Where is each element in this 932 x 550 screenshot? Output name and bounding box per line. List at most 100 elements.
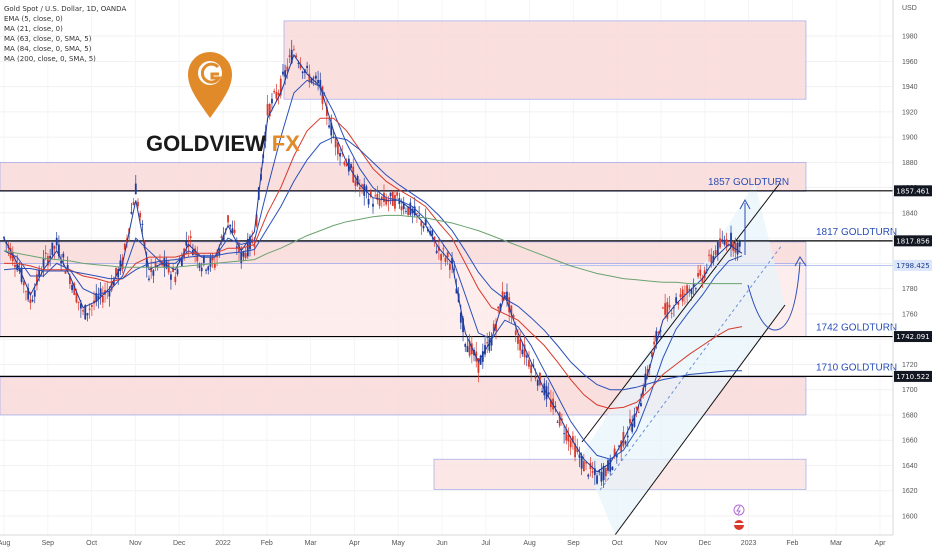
time-tick-19: Mar <box>830 540 843 547</box>
candle-body <box>714 250 717 255</box>
candle-body <box>490 337 493 346</box>
candle-body <box>705 269 708 271</box>
candle-body <box>620 440 623 452</box>
candle-body <box>626 435 629 438</box>
candle-body <box>580 455 583 469</box>
lightning-event-icon[interactable] <box>733 504 745 516</box>
candle-body <box>585 462 587 464</box>
price-tag-bg-0 <box>894 185 932 197</box>
candle-body <box>369 191 372 197</box>
candle-body <box>477 358 480 373</box>
candle-body <box>558 412 561 426</box>
candle-body <box>372 203 374 207</box>
header-legend: Gold Spot / U.S. Dollar, 1D, OANDA EMA (… <box>4 5 126 63</box>
candle-body <box>266 103 269 116</box>
level-label-2: 1742 GOLDTURN <box>816 323 897 334</box>
candle-body <box>66 264 69 271</box>
candle-body <box>3 237 5 239</box>
candle-body <box>172 268 175 272</box>
candle-body <box>253 244 256 247</box>
price-tag-bg-1 <box>894 235 932 247</box>
candle-body <box>189 236 192 238</box>
key-levels: 1857 GOLDTURN 1817 GOLDTURN 1742 GOLDTURN 1… <box>0 177 897 378</box>
candle-body <box>47 256 49 266</box>
candle-body <box>163 258 166 268</box>
candle-body <box>363 184 366 196</box>
channel-lower-line <box>614 304 786 536</box>
candle-body <box>405 211 407 212</box>
candle-body <box>651 352 653 358</box>
candle-body <box>233 229 236 233</box>
candle-body <box>481 351 484 362</box>
price-tick-14: 1880 <box>902 160 918 167</box>
candle-body <box>273 90 276 93</box>
candle-body <box>413 206 416 216</box>
candle-body <box>154 261 157 268</box>
candle-body <box>578 454 581 458</box>
candle-body <box>534 376 537 379</box>
candle-body <box>141 223 144 225</box>
candle-body <box>653 341 656 345</box>
candle-body <box>385 198 388 205</box>
candle-body <box>398 198 401 204</box>
candle-body <box>673 307 675 309</box>
candle-body <box>376 193 379 201</box>
candle-body <box>635 406 638 409</box>
candle-body <box>200 267 203 272</box>
price-tag-bg-3 <box>894 331 932 343</box>
candle-body <box>710 254 713 263</box>
candle-body <box>42 258 45 268</box>
logo-brand: GOLDVIEW <box>146 131 266 156</box>
candle-body <box>565 428 568 441</box>
candle-body <box>613 448 616 457</box>
candle-body <box>444 257 447 262</box>
price-tag-bg-4 <box>894 370 932 382</box>
candle-body <box>554 406 557 408</box>
candle-body <box>464 344 467 347</box>
candle-body <box>508 297 511 313</box>
candle-body <box>618 445 620 447</box>
level-label-3: 1710 GOLDTURN <box>816 362 897 373</box>
candle-body <box>640 403 642 407</box>
candle-body <box>271 98 273 104</box>
candle-body <box>383 192 385 202</box>
candle-body <box>288 55 291 57</box>
candle-body <box>459 312 462 323</box>
candle-body <box>235 246 238 248</box>
candle-body <box>220 236 223 238</box>
time-tick-18: Feb <box>786 540 798 547</box>
candle-body <box>716 241 719 255</box>
candle-body <box>389 192 392 197</box>
chart-icons <box>733 504 745 530</box>
candle-body <box>279 78 282 96</box>
candle-body <box>14 264 16 268</box>
candle-body <box>563 433 565 435</box>
candle-body <box>49 255 52 259</box>
candle-body <box>492 323 495 332</box>
candle-body <box>394 195 396 209</box>
time-tick-17: 2023 <box>741 540 757 547</box>
candle-body <box>60 261 63 264</box>
candle-body <box>497 306 500 309</box>
candle-body <box>418 215 421 217</box>
candle-body <box>734 242 737 253</box>
time-tick-15: Nov <box>655 540 668 547</box>
candle-body <box>361 184 363 187</box>
candle-body <box>325 106 328 116</box>
candle-body <box>725 239 728 248</box>
candle-body <box>506 291 508 302</box>
candle-body <box>479 355 482 365</box>
candle-body <box>499 303 502 312</box>
time-tick-4: Dec <box>173 540 186 547</box>
candle-body <box>101 296 104 303</box>
candle-body <box>712 256 715 262</box>
candle-body <box>115 267 117 276</box>
candle-body <box>677 302 680 305</box>
candle-body <box>354 180 357 187</box>
candle-body <box>38 270 41 278</box>
candle-body <box>246 239 249 257</box>
price-tick-18: 1960 <box>902 59 918 66</box>
price-tick-3: 1660 <box>902 438 918 445</box>
price-tag-2: 1798.425 <box>896 262 929 270</box>
